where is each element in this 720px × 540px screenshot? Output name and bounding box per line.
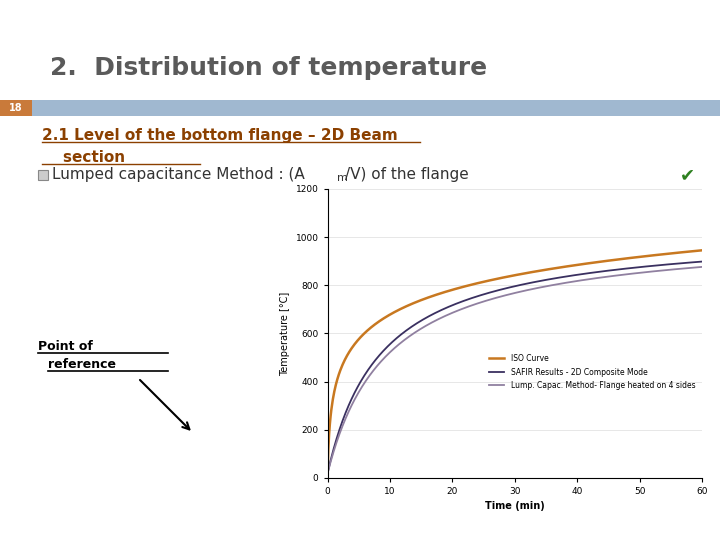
ISO Curve (630, 254, 639, 261)
Lump. Capac. Method- Flange heated on 4 sides (503, 292, 512, 298)
Text: 18: 18 (9, 103, 23, 113)
Text: 2.1 Level of the bottom flange – 2D Beam: 2.1 Level of the bottom flange – 2D Beam (42, 128, 397, 143)
Line: Lump. Capac. Method- Flange heated on 4 sides: Lump. Capac. Method- Flange heated on 4 … (328, 267, 702, 473)
Y-axis label: Temperature [°C]: Temperature [°C] (280, 291, 290, 376)
ISO Curve (546, 266, 554, 272)
SAFIR Results - 2D Composite Mode (688, 259, 697, 266)
Bar (38, 170, 48, 180)
Lump. Capac. Method- Flange heated on 4 sides (323, 470, 332, 476)
Lump. Capac. Method- Flange heated on 4 sides (501, 292, 510, 299)
Text: ✔: ✔ (680, 166, 695, 184)
Lump. Capac. Method- Flange heated on 4 sides (526, 286, 534, 293)
Text: section: section (42, 150, 125, 165)
Text: /V) of the flange: /V) of the flange (345, 167, 469, 183)
Line: ISO Curve: ISO Curve (328, 251, 702, 473)
ISO Curve (688, 248, 697, 254)
ISO Curve (323, 470, 332, 476)
SAFIR Results - 2D Composite Mode (546, 276, 554, 282)
SAFIR Results - 2D Composite Mode (501, 285, 510, 292)
ISO Curve (698, 247, 706, 254)
Lump. Capac. Method- Flange heated on 4 sides (698, 264, 706, 270)
SAFIR Results - 2D Composite Mode (630, 265, 639, 271)
Lump. Capac. Method- Flange heated on 4 sides (630, 270, 639, 276)
Bar (0, 100, 32, 116)
SAFIR Results - 2D Composite Mode (526, 280, 534, 286)
ISO Curve (501, 274, 510, 280)
X-axis label: Time (min): Time (min) (485, 502, 544, 511)
Lump. Capac. Method- Flange heated on 4 sides (688, 265, 697, 271)
Text: Point of: Point of (38, 340, 93, 353)
Lump. Capac. Method- Flange heated on 4 sides (546, 282, 554, 289)
Line: SAFIR Results - 2D Composite Mode: SAFIR Results - 2D Composite Mode (328, 261, 702, 473)
Bar (0, 100, 720, 116)
Text: m: m (337, 173, 348, 183)
SAFIR Results - 2D Composite Mode (698, 258, 706, 265)
ISO Curve (526, 269, 534, 275)
ISO Curve (503, 273, 512, 280)
Text: reference: reference (48, 358, 116, 371)
Text: 2.  Distribution of temperature: 2. Distribution of temperature (50, 56, 487, 80)
SAFIR Results - 2D Composite Mode (503, 285, 512, 291)
SAFIR Results - 2D Composite Mode (323, 470, 332, 476)
Text: Lumped capacitance Method : (A: Lumped capacitance Method : (A (52, 167, 305, 183)
Legend: ISO Curve, SAFIR Results - 2D Composite Mode, Lump. Capac. Method- Flange heated: ISO Curve, SAFIR Results - 2D Composite … (486, 351, 698, 393)
